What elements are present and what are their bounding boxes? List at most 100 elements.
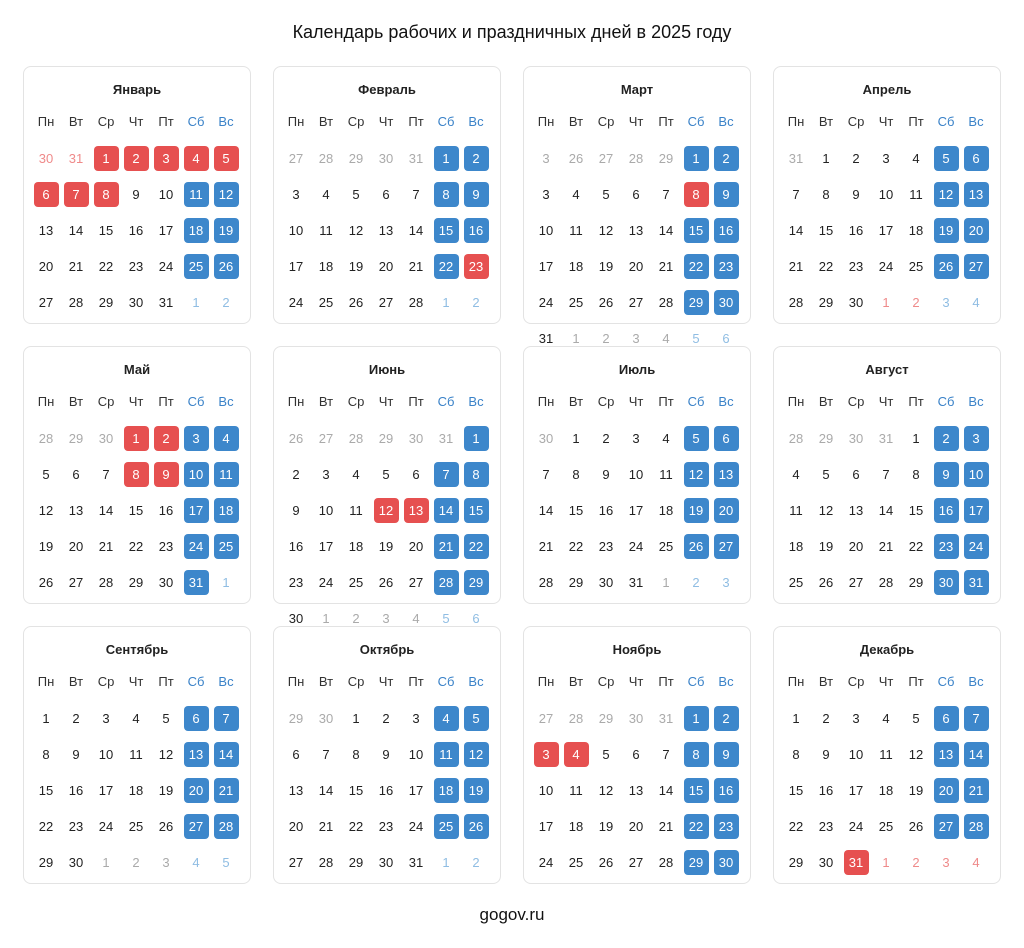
day-number: 17 [408,782,424,798]
day-number: 4 [662,430,670,446]
day-number: 16 [288,538,304,554]
day-number: 2 [933,425,959,451]
day-number: 28 [658,854,674,870]
day-number: 22 [568,538,584,554]
day-number: 13 [628,222,644,238]
month-name: Февраль [358,82,416,97]
day-number: 26 [568,150,584,166]
month-card: Июль Пн Вт Ср Чт Пт Сб Вс 30 1 2 3 4 5 6 7 8 9 10 11 12 13 14 1… [523,346,751,604]
weekend-day-cell: 8 [461,456,491,492]
day-number: 9 [713,181,739,207]
day-number: 7 [542,466,550,482]
weekday-label: Вт [318,394,334,409]
day-number: 8 [912,466,920,482]
day-cell: 16 [281,528,311,564]
weekend-day-cell: 1 [681,700,711,736]
other-month-day-cell: 27 [591,140,621,176]
day-cell: 15 [781,772,811,808]
day-number: 6 [412,466,420,482]
day-cell: 26 [591,284,621,320]
day-cell: 26 [901,808,931,844]
weekday-header: Пн Вт Ср Чт Пт Сб Вс [781,391,993,413]
weekday-label: Вс [468,114,484,129]
day-number: 29 [68,430,84,446]
weekday-header: Пн Вт Ср Чт Пт Сб Вс [531,391,743,413]
day-number: 29 [788,854,804,870]
day-cell: 23 [591,528,621,564]
weekday-label: Пт [408,394,424,409]
day-number: 28 [788,430,804,446]
day-number: 29 [378,430,394,446]
day-number: 29 [818,430,834,446]
day-number: 31 [878,430,894,446]
other-month-weekend-day-cell: 6 [711,320,741,356]
holiday-day-cell: 7 [61,176,91,212]
weekend-day-cell: 2 [711,700,741,736]
day-cell: 24 [621,528,651,564]
weekday-header: Пн Вт Ср Чт Пт Сб Вс [281,111,493,133]
day-number: 6 [632,186,640,202]
day-number: 12 [598,782,614,798]
day-number: 10 [408,746,424,762]
day-number: 19 [683,497,709,523]
day-cell: 24 [401,808,431,844]
weekend-day-cell: 12 [931,176,961,212]
weekend-day-cell: 14 [431,492,461,528]
day-number: 19 [158,782,174,798]
day-number: 21 [213,777,239,803]
day-number: 30 [318,710,334,726]
day-cell: 7 [651,736,681,772]
day-cell: 3 [841,700,871,736]
day-cell: 3 [311,456,341,492]
day-cell: 3 [871,140,901,176]
day-cell: 5 [901,700,931,736]
day-number: 30 [818,854,834,870]
day-cell: 1 [811,140,841,176]
day-number: 26 [598,294,614,310]
weekend-day-cell: 18 [431,772,461,808]
other-month-day-cell: 31 [651,700,681,736]
day-cell: 5 [341,176,371,212]
day-number: 16 [598,502,614,518]
other-month-day-cell: 4 [651,320,681,356]
day-number: 20 [628,818,644,834]
month-card: Май Пн Вт Ср Чт Пт Сб Вс 28 29 30 1 2 3 4 5 6 7 8 9 10 11 12 13… [23,346,251,604]
weekend-day-cell: 31 [961,564,991,600]
weekday-label: Ср [97,674,115,689]
day-number: 28 [538,574,554,590]
day-number: 16 [818,782,834,798]
day-number: 2 [382,710,390,726]
other-month-day-cell: 30 [841,420,871,456]
day-number: 3 [942,294,950,310]
day-number: 25 [213,533,239,559]
weekend-day-cell: 26 [681,528,711,564]
day-number: 19 [378,538,394,554]
day-number: 14 [213,741,239,767]
day-number: 28 [318,150,334,166]
other-month-day-cell: 29 [281,700,311,736]
day-cell: 4 [311,176,341,212]
day-cell: 6 [841,456,871,492]
day-cell: 4 [871,700,901,736]
weekday-label: Ср [597,114,615,129]
weekend-day-cell: 6 [931,700,961,736]
day-number: 8 [352,746,360,762]
month-name: Июнь [368,362,406,377]
day-number: 27 [318,430,334,446]
day-cell: 25 [561,284,591,320]
day-number: 28 [213,813,239,839]
months-grid: Январь Пн Вт Ср Чт Пт Сб Вс 30 31 1 2 3 4 5 6 7 8 9 10 11 12 1… [23,66,1001,884]
weekend-day-cell: 6 [181,700,211,736]
other-month-day-cell: 31 [431,420,461,456]
weekend-day-cell: 10 [181,456,211,492]
day-number: 31 [408,150,424,166]
other-month-day-cell: 27 [311,420,341,456]
day-cell: 30 [371,844,401,880]
day-cell: 15 [811,212,841,248]
weekend-day-cell: 8 [681,736,711,772]
other-month-weekend-day-cell: 5 [211,844,241,880]
day-number: 28 [38,430,54,446]
day-number: 24 [538,294,554,310]
day-number: 1 [822,150,830,166]
day-cell: 16 [151,492,181,528]
